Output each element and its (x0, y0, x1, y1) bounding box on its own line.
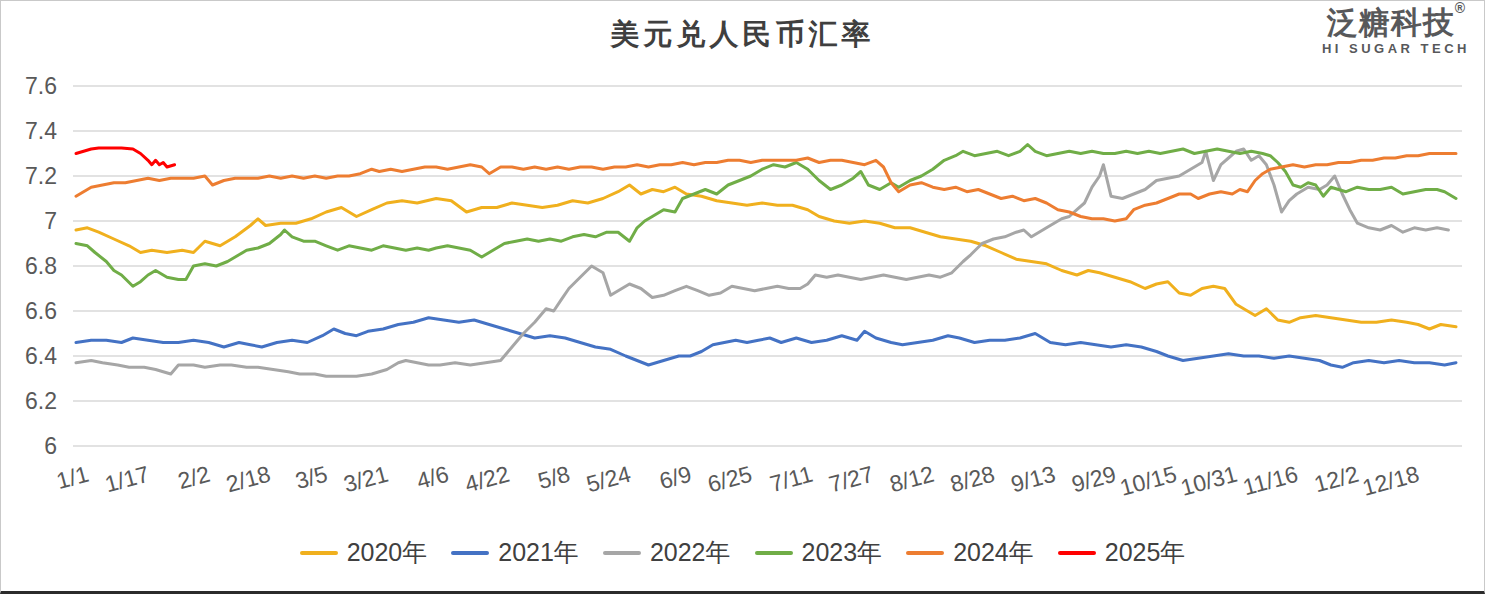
series-line-2021年 (76, 318, 1456, 368)
y-axis-tick-label: 6 (44, 433, 57, 459)
y-axis-tick-label: 7.2 (25, 163, 57, 189)
legend-label: 2025年 (1105, 536, 1186, 569)
x-axis-tick-label: 3/5 (293, 461, 331, 494)
series-line-2023年 (76, 145, 1456, 287)
x-axis-tick-label: 4/22 (462, 461, 512, 498)
x-axis-tick-label: 3/21 (341, 461, 391, 498)
legend-item-2024年: 2024年 (906, 536, 1034, 569)
legend-label: 2020年 (347, 536, 428, 569)
x-axis-tick-label: 4/6 (414, 461, 452, 494)
legend-label: 2023年 (802, 536, 883, 569)
x-axis-tick-label: 8/28 (947, 461, 997, 498)
legend-item-2022年: 2022年 (603, 536, 731, 569)
x-axis-tick-label: 1/17 (102, 461, 152, 498)
legend-line-swatch (451, 551, 489, 555)
x-axis-tick-label: 10/15 (1117, 461, 1179, 501)
chart-legend: 2020年 2021年 2022年 2023年 2024年 2025年 (1, 536, 1484, 569)
legend-item-2025年: 2025年 (1058, 536, 1186, 569)
x-axis-tick-label: 2/18 (223, 461, 273, 498)
legend-line-swatch (906, 551, 944, 555)
series-line-2025年 (76, 148, 175, 167)
legend-line-swatch (755, 551, 793, 555)
line-chart: 6 6.2 6.4 6.6 6.8 7 7.2 7.4 7.6 1/1 1/17 2/2 2/18 3/5… (1, 1, 1485, 594)
legend-line-swatch (1058, 551, 1096, 555)
x-axis-tick-label: 12/18 (1360, 461, 1422, 501)
x-axis-tick-label: 10/31 (1178, 461, 1240, 501)
x-axis-tick-label: 11/16 (1240, 461, 1301, 501)
y-axis-tick-label: 6.8 (25, 253, 57, 279)
x-axis-tick-label: 7/27 (826, 461, 876, 498)
legend-label: 2024年 (953, 536, 1034, 569)
legend-line-swatch (300, 551, 338, 555)
y-axis-tick-label: 6.4 (25, 343, 57, 369)
y-axis-tick-label: 6.2 (25, 388, 57, 414)
series-line-2020年 (76, 185, 1456, 329)
legend-item-2021年: 2021年 (451, 536, 579, 569)
x-axis-tick-label: 1/1 (54, 461, 92, 494)
y-axis-tick-label: 7.6 (25, 73, 57, 99)
x-axis-tick-label: 5/24 (583, 461, 633, 498)
legend-label: 2021年 (498, 536, 579, 569)
x-axis-tick-label: 6/9 (656, 461, 694, 494)
y-axis-tick-label: 6.6 (25, 298, 57, 324)
x-axis-tick-label: 7/11 (767, 461, 815, 497)
legend-item-2023年: 2023年 (755, 536, 883, 569)
x-axis-tick-label: 9/13 (1008, 461, 1058, 498)
y-axis-tick-label: 7.4 (25, 118, 57, 144)
x-axis-tick-label: 5/8 (535, 461, 573, 494)
legend-label: 2022年 (650, 536, 731, 569)
x-axis-tick-label: 12/2 (1311, 461, 1361, 498)
y-axis-tick-label: 7 (44, 208, 57, 234)
x-axis-tick-label: 6/25 (705, 461, 755, 498)
x-axis-tick-label: 2/2 (175, 461, 213, 494)
legend-line-swatch (603, 551, 641, 555)
legend-item-2020年: 2020年 (300, 536, 428, 569)
series-line-2024年 (76, 154, 1456, 222)
chart-panel: 美元兑人民币汇率 泛糖科技® HI SUGAR TECH 66.26.46.66… (0, 0, 1485, 594)
x-axis-tick-label: 9/29 (1069, 461, 1119, 498)
x-axis-tick-label: 8/12 (887, 461, 937, 498)
